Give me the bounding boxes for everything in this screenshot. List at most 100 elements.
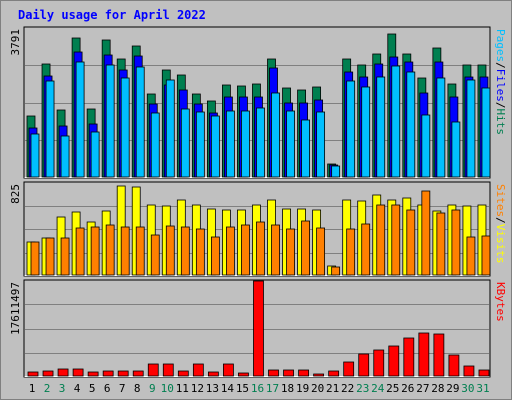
bar-kbytes-day-11 — [177, 370, 189, 377]
x-tick-label-day-7: 7 — [119, 382, 126, 395]
bar-pages-day-22 — [346, 80, 356, 178]
bar-kbytes-day-7 — [117, 370, 129, 377]
bar-pages-day-13 — [210, 115, 220, 178]
bar-sites-day-7 — [120, 226, 130, 276]
bar-sites-day-4 — [75, 227, 85, 276]
x-tick-label-day-17: 17 — [266, 382, 279, 395]
x-tick-label-day-30: 30 — [461, 382, 474, 395]
x-tick-label-day-1: 1 — [29, 382, 36, 395]
panel-top-legend: Pages/Files/Hits — [494, 29, 507, 135]
legend-kbytes: KBytes — [494, 282, 507, 322]
bar-kbytes-day-30 — [463, 365, 475, 377]
bar-kbytes-day-27 — [418, 332, 430, 377]
x-tick-label-day-23: 23 — [356, 382, 369, 395]
bar-pages-day-4 — [75, 61, 85, 178]
bar-kbytes-day-31 — [478, 369, 490, 377]
bar-kbytes-day-9 — [147, 363, 159, 377]
x-tick-label-day-24: 24 — [371, 382, 385, 395]
bar-sites-day-20 — [316, 227, 326, 276]
bar-kbytes-day-3 — [57, 368, 69, 377]
bar-sites-day-17 — [271, 224, 280, 276]
legend-separator: / — [494, 62, 507, 69]
bar-pages-day-30 — [466, 79, 476, 178]
panel-middle-legend: Sites/Visits — [494, 184, 507, 264]
bar-sites-day-8 — [135, 226, 145, 276]
x-tick-label-day-21: 21 — [326, 382, 339, 395]
bar-sites-day-24 — [376, 204, 386, 276]
x-tick-label-day-25: 25 — [386, 382, 399, 395]
bar-kbytes-day-1 — [27, 371, 39, 377]
bar-sites-day-30 — [466, 236, 476, 276]
bar-kbytes-day-21 — [328, 370, 340, 377]
panel-middle: 825 Sites/Visits — [9, 181, 507, 277]
bar-pages-day-10 — [165, 79, 175, 178]
legend-files: Files — [494, 69, 507, 102]
x-tick-label-day-10: 10 — [161, 382, 174, 395]
x-tick-label-day-6: 6 — [104, 382, 111, 395]
bar-sites-day-25 — [391, 204, 401, 276]
panel-middle-ymax-label: 825 — [9, 184, 22, 204]
bar-kbytes-day-29 — [448, 354, 460, 377]
panel-bottom-ymax-label: 17611497 — [9, 282, 22, 335]
x-tick-label-day-13: 13 — [206, 382, 219, 395]
bar-pages-day-21 — [331, 165, 341, 178]
panel-top: 3791 Pages/Files/Hits — [9, 26, 507, 179]
bar-kbytes-day-5 — [87, 371, 99, 377]
bar-kbytes-day-2 — [42, 370, 54, 377]
bar-pages-day-27 — [421, 114, 431, 178]
bar-pages-day-18 — [286, 110, 295, 178]
bar-sites-day-10 — [165, 225, 175, 276]
legend-sites: Sites — [494, 184, 507, 217]
bar-sites-day-6 — [105, 224, 115, 276]
x-tick-label-day-4: 4 — [74, 382, 81, 395]
legend-separator: / — [494, 217, 507, 224]
bar-kbytes-day-8 — [132, 370, 144, 377]
bar-pages-day-8 — [135, 66, 145, 178]
x-tick-label-day-14: 14 — [221, 382, 235, 395]
x-tick-label-day-19: 19 — [296, 382, 309, 395]
x-tick-label-day-18: 18 — [281, 382, 294, 395]
x-tick-label-day-27: 27 — [416, 382, 429, 395]
bar-kbytes-day-25 — [388, 345, 400, 377]
x-tick-label-day-16: 16 — [251, 382, 264, 395]
x-tick-label-day-9: 9 — [149, 382, 156, 395]
bar-kbytes-day-28 — [433, 333, 445, 377]
legend-pages: Pages — [494, 29, 507, 62]
bar-pages-day-9 — [150, 112, 160, 178]
x-tick-label-day-22: 22 — [341, 382, 354, 395]
bar-pages-day-29 — [451, 121, 461, 178]
bar-kbytes-day-19 — [298, 369, 309, 377]
bar-kbytes-day-18 — [283, 369, 294, 377]
chart-title: Daily usage for April 2022 — [18, 8, 206, 22]
bar-sites-day-21 — [331, 266, 341, 276]
bar-kbytes-day-24 — [373, 349, 385, 377]
bar-kbytes-day-16 — [253, 280, 264, 377]
bar-kbytes-day-20 — [313, 373, 325, 377]
bar-pages-day-12 — [195, 111, 205, 178]
bar-kbytes-day-14 — [223, 363, 234, 377]
x-tick-label-day-31: 31 — [476, 382, 489, 395]
x-tick-label-day-11: 11 — [176, 382, 189, 395]
bar-pages-day-31 — [481, 87, 491, 178]
bar-sites-day-5 — [90, 226, 100, 276]
bar-sites-day-15 — [241, 224, 250, 276]
bar-sites-day-16 — [256, 221, 265, 276]
bar-pages-day-6 — [105, 64, 115, 178]
bar-sites-day-18 — [286, 228, 295, 276]
bar-sites-day-27 — [421, 190, 431, 276]
x-tick-label-day-29: 29 — [446, 382, 459, 395]
bar-pages-day-15 — [241, 110, 250, 178]
bar-pages-day-17 — [271, 92, 280, 178]
x-tick-label-day-3: 3 — [59, 382, 66, 395]
bar-sites-day-2 — [45, 237, 55, 276]
bar-sites-day-1 — [30, 241, 40, 276]
bar-sites-day-3 — [60, 237, 70, 276]
bar-kbytes-day-17 — [268, 369, 279, 377]
bar-pages-day-20 — [316, 111, 326, 178]
x-tick-label-day-5: 5 — [89, 382, 96, 395]
x-tick-label-day-8: 8 — [134, 382, 141, 395]
bar-kbytes-day-6 — [102, 370, 114, 377]
bar-sites-day-9 — [150, 234, 160, 276]
legend-visits: Visits — [494, 224, 507, 264]
